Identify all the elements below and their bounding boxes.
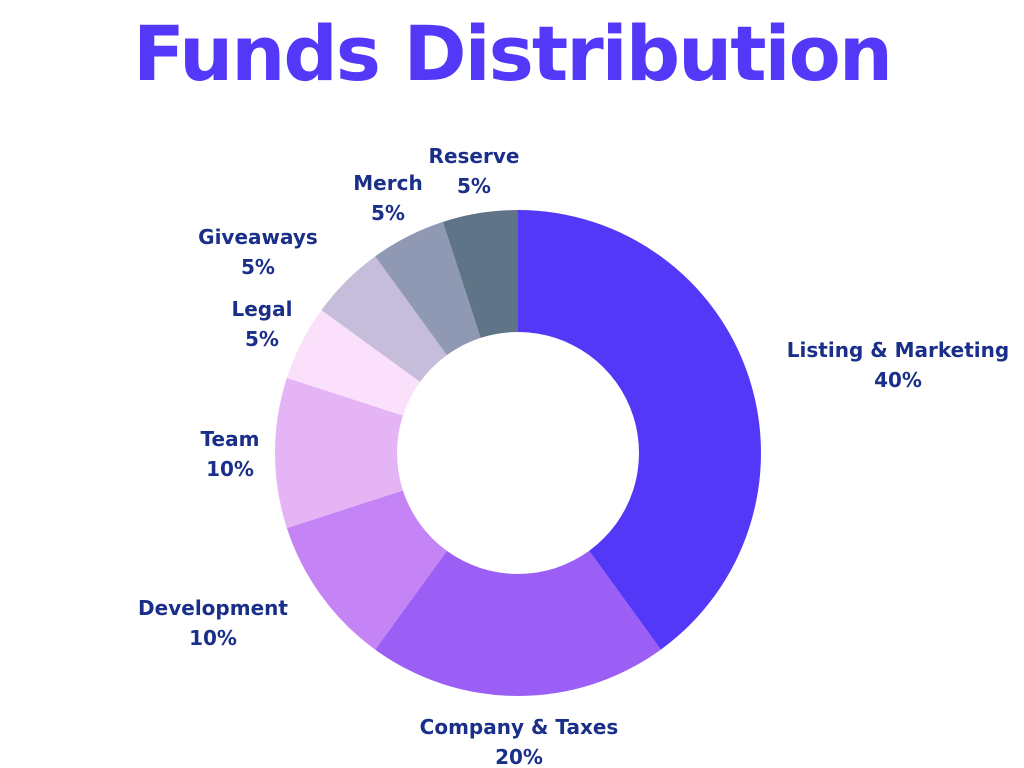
- slice-company-and-taxes: [375, 550, 661, 696]
- slice-team: [275, 377, 403, 529]
- slice-legal: [286, 310, 421, 416]
- slice-value-giveaways: 5%: [241, 255, 275, 279]
- slice-value-legal: 5%: [245, 327, 279, 351]
- slice-label-development: Development: [138, 596, 288, 620]
- slice-label-listing-and-marketing: Listing & Marketing: [787, 338, 1009, 362]
- slice-value-listing-and-marketing: 40%: [874, 368, 922, 392]
- slice-label-merch: Merch: [353, 171, 422, 195]
- donut-slices: [275, 210, 761, 696]
- slice-value-company-and-taxes: 20%: [495, 745, 543, 768]
- slice-value-development: 10%: [189, 626, 237, 650]
- chart-title: Funds Distribution: [133, 9, 893, 98]
- slice-labels: Listing & Marketing 40% Company & Taxes 20%…: [138, 144, 1009, 768]
- slice-label-giveaways: Giveaways: [198, 225, 318, 249]
- slice-label-legal: Legal: [232, 297, 293, 321]
- slice-development: [286, 490, 447, 650]
- slice-value-team: 10%: [206, 457, 254, 481]
- slice-listing-and-marketing: [518, 210, 761, 650]
- slice-merch: [375, 221, 481, 356]
- slice-label-team: Team: [201, 427, 260, 451]
- slice-value-merch: 5%: [371, 201, 405, 225]
- slice-reserve: [442, 210, 518, 338]
- slice-label-reserve: Reserve: [429, 144, 520, 168]
- slice-label-company-and-taxes: Company & Taxes: [420, 715, 619, 739]
- slice-value-reserve: 5%: [457, 174, 491, 198]
- slice-giveaways: [321, 256, 447, 382]
